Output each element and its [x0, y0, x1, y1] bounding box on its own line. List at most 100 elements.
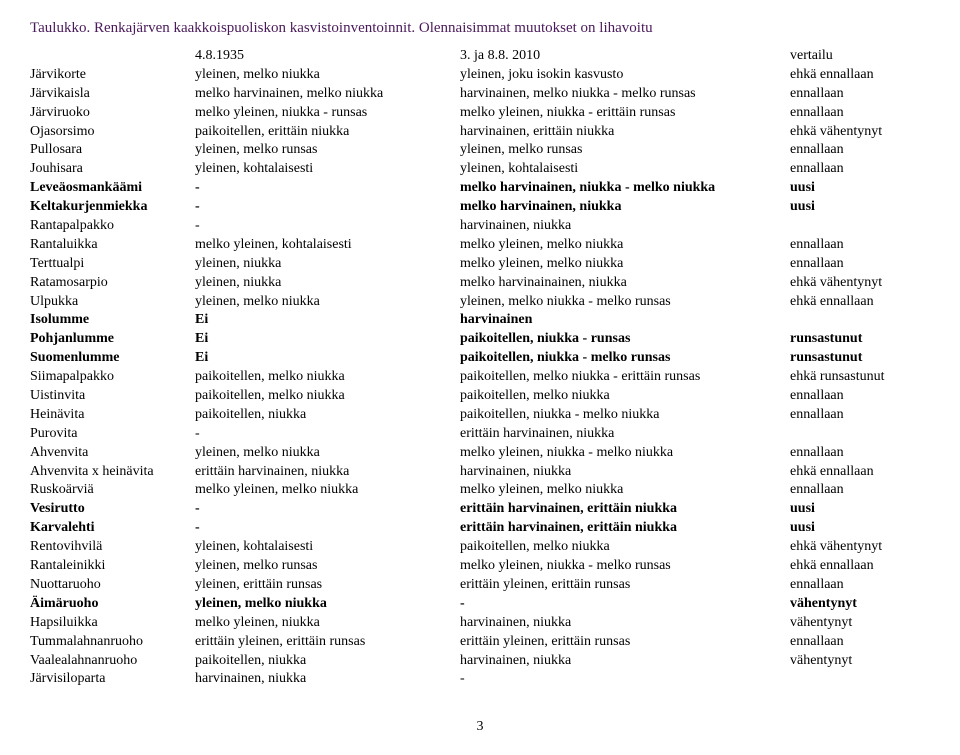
table-cell: vähentynyt — [790, 614, 930, 633]
table-cell: melko harvinainen, melko niukka — [195, 85, 460, 104]
table-cell: Karvalehti — [30, 519, 195, 538]
table-cell: ennallaan — [790, 160, 930, 179]
table-cell: Ulpukka — [30, 293, 195, 312]
table-cell: ehkä vähentynyt — [790, 123, 930, 142]
table-cell: ehkä ennallaan — [790, 66, 930, 85]
table-title: Taulukko. Renkajärven kaakkoispuoliskon … — [30, 20, 930, 37]
table-cell: paikoitellen, niukka - melko niukka — [460, 406, 790, 425]
table-cell: runsastunut — [790, 330, 930, 349]
table-cell — [790, 425, 930, 444]
table-cell: - — [195, 425, 460, 444]
table-cell: Suomenlumme — [30, 349, 195, 368]
table-cell: Rantaleinikki — [30, 557, 195, 576]
table-cell: ehkä vähentynyt — [790, 538, 930, 557]
table-cell: yleinen, melko niukka — [195, 293, 460, 312]
table-cell: yleinen, melko runsas — [460, 141, 790, 160]
table-cell: Pullosara — [30, 141, 195, 160]
table-cell: Rentovihvilä — [30, 538, 195, 557]
table-cell: melko yleinen, niukka - melko runsas — [460, 557, 790, 576]
table-cell: melko yleinen, niukka - erittäin runsas — [460, 104, 790, 123]
table-cell: yleinen, melko niukka - melko runsas — [460, 293, 790, 312]
page-number: 3 — [30, 719, 930, 735]
table-cell: Äimäruoho — [30, 595, 195, 614]
table-cell: Ruskoärviä — [30, 481, 195, 500]
table-cell: uusi — [790, 198, 930, 217]
table-cell: runsastunut — [790, 349, 930, 368]
table-cell: - — [460, 595, 790, 614]
table-cell: paikoitellen, niukka - runsas — [460, 330, 790, 349]
table-cell: ehkä ennallaan — [790, 463, 930, 482]
table-cell: yleinen, kohtalaisesti — [195, 160, 460, 179]
table-cell: Jouhisara — [30, 160, 195, 179]
table-cell: ennallaan — [790, 85, 930, 104]
table-cell: erittäin harvinainen, niukka — [460, 425, 790, 444]
table-cell: paikoitellen, niukka — [195, 652, 460, 671]
table-cell: ennallaan — [790, 633, 930, 652]
table-cell: harvinainen, niukka — [460, 463, 790, 482]
table-cell: ennallaan — [790, 576, 930, 595]
table-cell: harvinainen, niukka — [460, 652, 790, 671]
table-cell: paikoitellen, melko niukka - erittäin ru… — [460, 368, 790, 387]
table-cell: melko harvinainainen, niukka — [460, 274, 790, 293]
table-header-cell: 4.8.1935 — [195, 47, 460, 66]
table-cell: Ei — [195, 311, 460, 330]
table-cell: - — [195, 217, 460, 236]
table-cell: melko harvinainen, niukka — [460, 198, 790, 217]
table-cell: Järvikaisla — [30, 85, 195, 104]
table-cell: uusi — [790, 519, 930, 538]
table-cell: harvinainen, niukka — [195, 670, 460, 689]
table-cell: ennallaan — [790, 481, 930, 500]
table-cell: ennallaan — [790, 104, 930, 123]
table-cell: Rantapalpakko — [30, 217, 195, 236]
table-cell: Järvikorte — [30, 66, 195, 85]
table-cell: Purovita — [30, 425, 195, 444]
table-cell: Ei — [195, 349, 460, 368]
table-cell: ennallaan — [790, 255, 930, 274]
table-cell: Isolumme — [30, 311, 195, 330]
table-cell — [790, 670, 930, 689]
table-cell: paikoitellen, melko niukka — [460, 387, 790, 406]
table-cell: Pohjanlumme — [30, 330, 195, 349]
table-cell: uusi — [790, 500, 930, 519]
table-cell: melko yleinen, niukka - melko niukka — [460, 444, 790, 463]
table-cell: harvinainen — [460, 311, 790, 330]
table-cell: Uistinvita — [30, 387, 195, 406]
table-cell: Vesirutto — [30, 500, 195, 519]
table-cell: paikoitellen, erittäin niukka — [195, 123, 460, 142]
table-cell: - — [460, 670, 790, 689]
table-cell: paikoitellen, melko niukka — [460, 538, 790, 557]
table-cell: Järvisiloparta — [30, 670, 195, 689]
table-cell: ehkä runsastunut — [790, 368, 930, 387]
table-cell: ennallaan — [790, 444, 930, 463]
table-cell: - — [195, 500, 460, 519]
table-cell: Tummalahnanruoho — [30, 633, 195, 652]
table-cell: Nuottaruoho — [30, 576, 195, 595]
table-cell: yleinen, kohtalaisesti — [195, 538, 460, 557]
table-cell: yleinen, niukka — [195, 255, 460, 274]
table-cell: Ei — [195, 330, 460, 349]
table-cell — [790, 311, 930, 330]
table-cell: ennallaan — [790, 141, 930, 160]
table-cell: yleinen, melko runsas — [195, 557, 460, 576]
table-cell: uusi — [790, 179, 930, 198]
table-cell: Heinävita — [30, 406, 195, 425]
table-cell: ennallaan — [790, 387, 930, 406]
table-cell: erittäin harvinainen, niukka — [195, 463, 460, 482]
table-cell: paikoitellen, niukka — [195, 406, 460, 425]
table-cell: ehkä vähentynyt — [790, 274, 930, 293]
table-cell: erittäin yleinen, erittäin runsas — [460, 576, 790, 595]
table-cell: ennallaan — [790, 406, 930, 425]
table-cell: Vaalealahnanruoho — [30, 652, 195, 671]
data-table: 4.8.19353. ja 8.8. 2010vertailuJärvikort… — [30, 47, 930, 689]
table-header-cell — [30, 47, 195, 66]
table-cell: yleinen, erittäin runsas — [195, 576, 460, 595]
table-cell: yleinen, kohtalaisesti — [460, 160, 790, 179]
table-cell: erittäin yleinen, erittäin runsas — [460, 633, 790, 652]
table-cell: melko harvinainen, niukka - melko niukka — [460, 179, 790, 198]
table-cell: yleinen, melko niukka — [195, 66, 460, 85]
table-cell: erittäin yleinen, erittäin runsas — [195, 633, 460, 652]
table-cell: melko yleinen, melko niukka — [460, 481, 790, 500]
table-cell: Ahvenvita — [30, 444, 195, 463]
table-cell: ehkä ennallaan — [790, 557, 930, 576]
table-cell: - — [195, 179, 460, 198]
